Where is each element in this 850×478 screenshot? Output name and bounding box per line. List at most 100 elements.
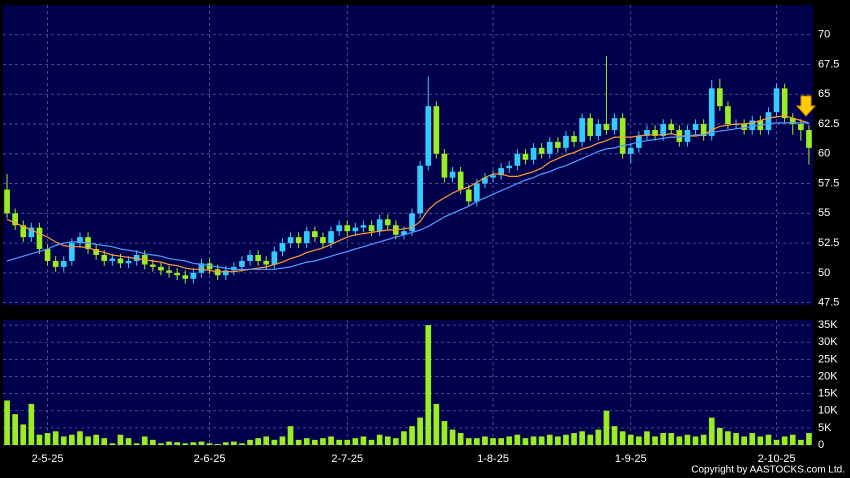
candle-body: [789, 118, 796, 125]
volume-bar: [12, 414, 18, 445]
candle-body: [52, 260, 59, 267]
volume-bar: [708, 417, 715, 445]
candle-body: [409, 213, 415, 232]
candle-body: [328, 231, 334, 244]
candle-body: [619, 118, 626, 154]
volume-bar: [279, 436, 286, 445]
volume-bar: [417, 417, 423, 445]
candle-body: [344, 225, 351, 232]
x-tick-label: 2-7-25: [331, 453, 363, 465]
volume-bar: [425, 325, 432, 445]
volume-bar: [409, 426, 415, 445]
volume-bar: [781, 436, 788, 445]
volume-bar: [344, 439, 351, 445]
volume-bar: [384, 436, 391, 445]
candle-body: [384, 219, 391, 226]
candle-body: [182, 275, 189, 279]
candle-body: [563, 135, 569, 148]
y-tick-label: 10K: [818, 405, 838, 417]
candle-body: [798, 124, 804, 130]
volume-bar: [52, 431, 59, 445]
volume-bar: [60, 436, 67, 445]
price-panel: [3, 5, 813, 305]
y-tick-label: 5K: [818, 422, 832, 434]
y-tick-label: 25K: [818, 353, 838, 365]
volume-bar: [303, 438, 310, 445]
candle-body: [773, 88, 780, 113]
y-tick-label: 55: [818, 207, 830, 219]
candle-body: [150, 264, 156, 267]
candle-body: [530, 147, 537, 160]
volume-bar: [433, 403, 440, 445]
volume-bar: [69, 434, 75, 445]
candle-body: [109, 258, 116, 261]
candle-body: [239, 260, 245, 267]
volume-bar: [636, 436, 642, 445]
volume-bar: [101, 438, 108, 445]
candle-body: [287, 237, 294, 244]
volume-bar: [109, 443, 116, 445]
volume-bar: [514, 434, 521, 445]
candle-body: [555, 141, 561, 148]
volume-bar: [182, 443, 189, 445]
candle-body: [417, 165, 423, 214]
volume-bar: [206, 443, 213, 445]
volume-bar: [563, 434, 569, 445]
volume-bar: [530, 436, 537, 445]
volume-bar: [85, 436, 91, 445]
volume-bar: [44, 433, 51, 445]
y-tick-label: 60: [818, 148, 830, 160]
candle-body: [498, 168, 504, 176]
volume-bar: [806, 433, 812, 445]
volume-bar: [498, 438, 504, 445]
candle-body: [749, 120, 756, 130]
volume-bar: [684, 434, 691, 445]
volume-bar: [579, 431, 585, 445]
candle-body: [133, 255, 140, 261]
candle-body: [336, 225, 342, 232]
volume-bar: [93, 434, 99, 445]
y-tick-label: 0: [818, 439, 824, 451]
volume-bar: [401, 431, 407, 445]
candle-body: [101, 255, 108, 261]
volume-bar: [538, 436, 545, 445]
candle-body: [506, 165, 513, 169]
candle-body: [303, 231, 310, 244]
volume-bar: [271, 439, 278, 445]
volume-bar: [587, 434, 594, 445]
volume-bar: [4, 400, 10, 445]
candle-body: [490, 175, 496, 178]
volume-bar: [733, 433, 739, 445]
candle-body: [717, 88, 723, 107]
volume-bar: [360, 436, 367, 445]
volume-bar: [660, 433, 666, 445]
volume-bar: [652, 436, 658, 445]
volume-bar: [133, 443, 140, 445]
volume-bar: [77, 431, 83, 445]
candle-body: [546, 141, 553, 154]
moving-average: [6, 115, 810, 273]
volume-bar: [239, 443, 245, 445]
volume-bar: [28, 403, 35, 445]
candle-body: [668, 124, 675, 130]
volume-bar: [555, 436, 561, 445]
candle-body: [44, 249, 51, 261]
candle-body: [158, 266, 164, 271]
candle-body: [312, 231, 318, 238]
volume-bar: [668, 433, 675, 445]
candle-body: [352, 227, 359, 232]
volume-bar: [222, 442, 229, 445]
candle-body: [571, 135, 577, 142]
candle-body: [644, 130, 650, 136]
volume-bar: [546, 434, 553, 445]
volume-bar: [611, 426, 618, 445]
volume-bar: [627, 434, 634, 445]
candle-body: [781, 88, 788, 119]
candle-body: [538, 147, 545, 154]
volume-bar: [449, 429, 456, 445]
candle-body: [166, 270, 172, 273]
candle-body: [708, 88, 715, 136]
y-tick-label: 47.5: [818, 297, 839, 309]
volume-bar: [522, 438, 529, 445]
candle-body: [222, 270, 229, 276]
